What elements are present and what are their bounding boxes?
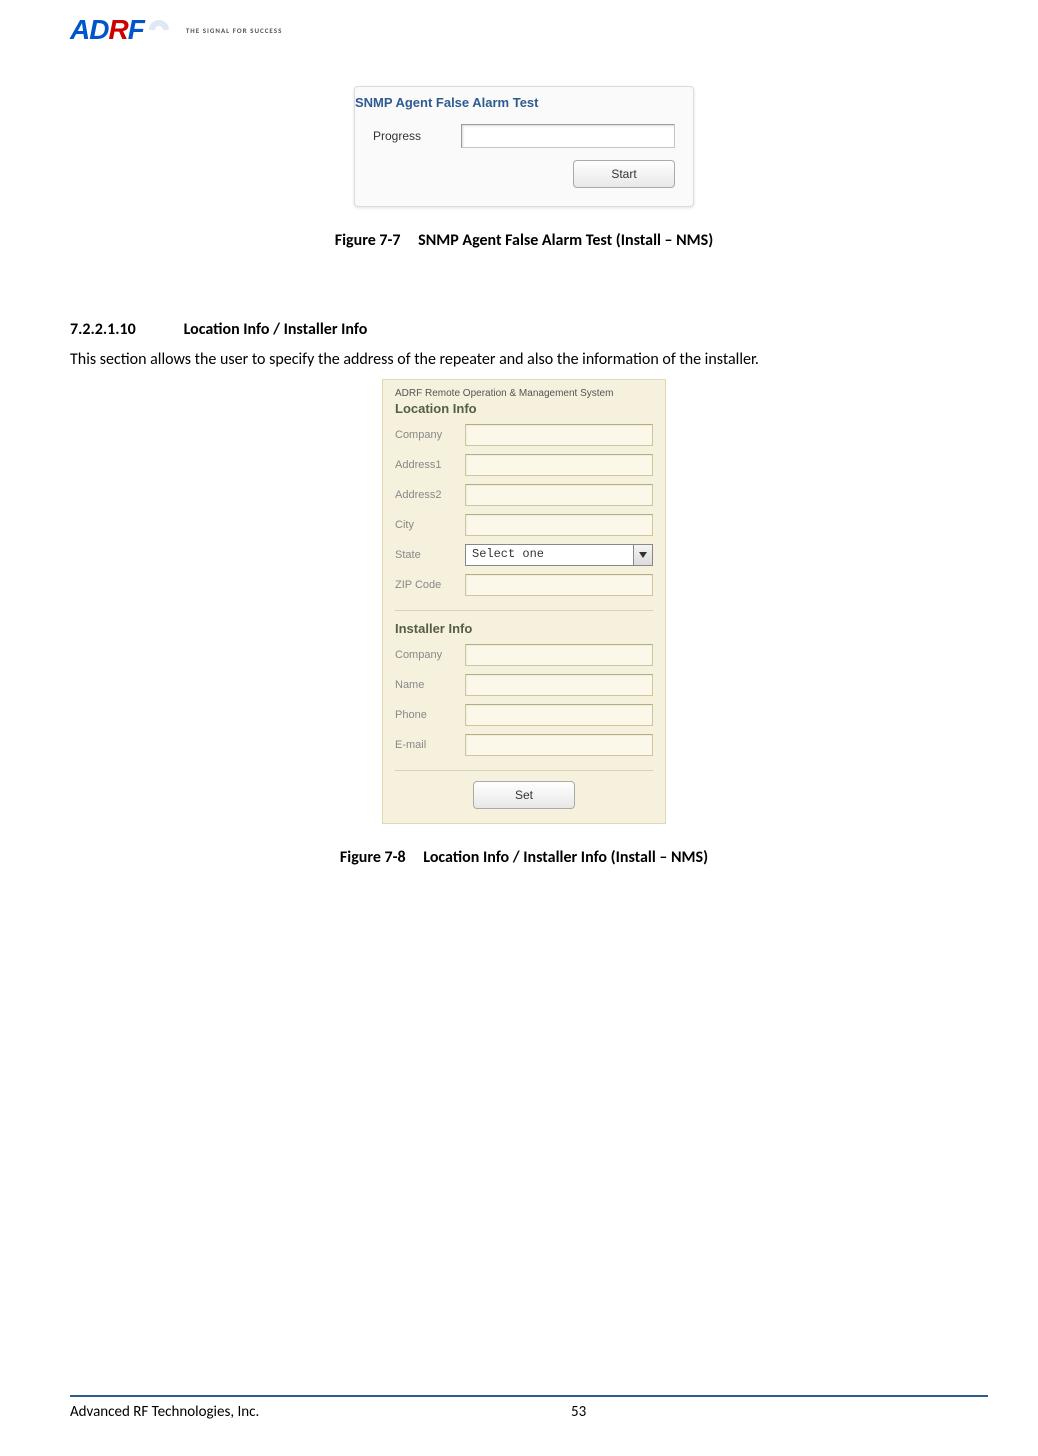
- address2-label: Address2: [395, 489, 457, 501]
- address2-input[interactable]: [465, 484, 653, 506]
- footer-page-number: 53: [169, 1403, 988, 1421]
- installer-company-input[interactable]: [465, 644, 653, 666]
- address1-label: Address1: [395, 459, 457, 471]
- form-divider-2: [395, 770, 653, 771]
- start-button[interactable]: Start: [573, 160, 675, 188]
- location-installer-form: ADRF Remote Operation & Management Syste…: [382, 379, 666, 824]
- snmp-alarm-panel: SNMP Agent False Alarm Test Progress Sta…: [354, 86, 694, 207]
- city-input[interactable]: [465, 514, 653, 536]
- installer-company-label: Company: [395, 649, 457, 661]
- footer-rule: [70, 1395, 988, 1397]
- progress-label: Progress: [373, 129, 441, 143]
- installer-email-label: E-mail: [395, 739, 457, 751]
- figure-7-8-text: Location Info / Installer Info (Install …: [423, 848, 708, 867]
- form-top-caption: ADRF Remote Operation & Management Syste…: [395, 388, 653, 399]
- set-button-label: Set: [515, 788, 533, 802]
- start-button-label: Start: [611, 167, 636, 181]
- section-body: This section allows the user to specify …: [70, 349, 978, 371]
- installer-info-title: Installer Info: [395, 621, 653, 636]
- figure-7-7-num: Figure 7-7: [335, 231, 401, 250]
- zip-label: ZIP Code: [395, 579, 457, 591]
- installer-email-input[interactable]: [465, 734, 653, 756]
- figure-7-8-num: Figure 7-8: [340, 848, 406, 867]
- section-number: 7.2.2.1.10: [70, 320, 180, 339]
- figure-7-7-caption: Figure 7-7 SNMP Agent False Alarm Test (…: [70, 231, 978, 250]
- city-label: City: [395, 519, 457, 531]
- section-heading: 7.2.2.1.10 Location Info / Installer Inf…: [70, 320, 978, 339]
- progress-box: [461, 124, 675, 148]
- section-title: Location Info / Installer Info: [184, 320, 368, 339]
- state-select[interactable]: Select one: [465, 544, 653, 566]
- zip-input[interactable]: [465, 574, 653, 596]
- figure-7-7-text: SNMP Agent False Alarm Test (Install – N…: [418, 231, 713, 250]
- location-info-title: Location Info: [395, 401, 653, 416]
- page-footer: Advanced RF Technologies, Inc. 53: [70, 1395, 988, 1421]
- logo-tagline: THE SIGNAL FOR SUCCESS: [186, 26, 283, 35]
- installer-name-input[interactable]: [465, 674, 653, 696]
- logo-text: ADRF: [70, 14, 144, 46]
- chevron-down-icon: [634, 544, 653, 566]
- address1-input[interactable]: [465, 454, 653, 476]
- set-button[interactable]: Set: [473, 781, 575, 809]
- figure-7-8-caption: Figure 7-8 Location Info / Installer Inf…: [70, 848, 978, 867]
- installer-phone-input[interactable]: [465, 704, 653, 726]
- logo-waves-icon: [148, 19, 178, 41]
- company-label: Company: [395, 429, 457, 441]
- installer-name-label: Name: [395, 679, 457, 691]
- company-input[interactable]: [465, 424, 653, 446]
- snmp-alarm-title: SNMP Agent False Alarm Test: [353, 87, 693, 124]
- installer-phone-label: Phone: [395, 709, 457, 721]
- form-divider-1: [395, 610, 653, 611]
- state-label: State: [395, 549, 457, 561]
- state-select-value: Select one: [465, 544, 634, 566]
- logo-block: ADRF THE SIGNAL FOR SUCCESS: [70, 14, 978, 46]
